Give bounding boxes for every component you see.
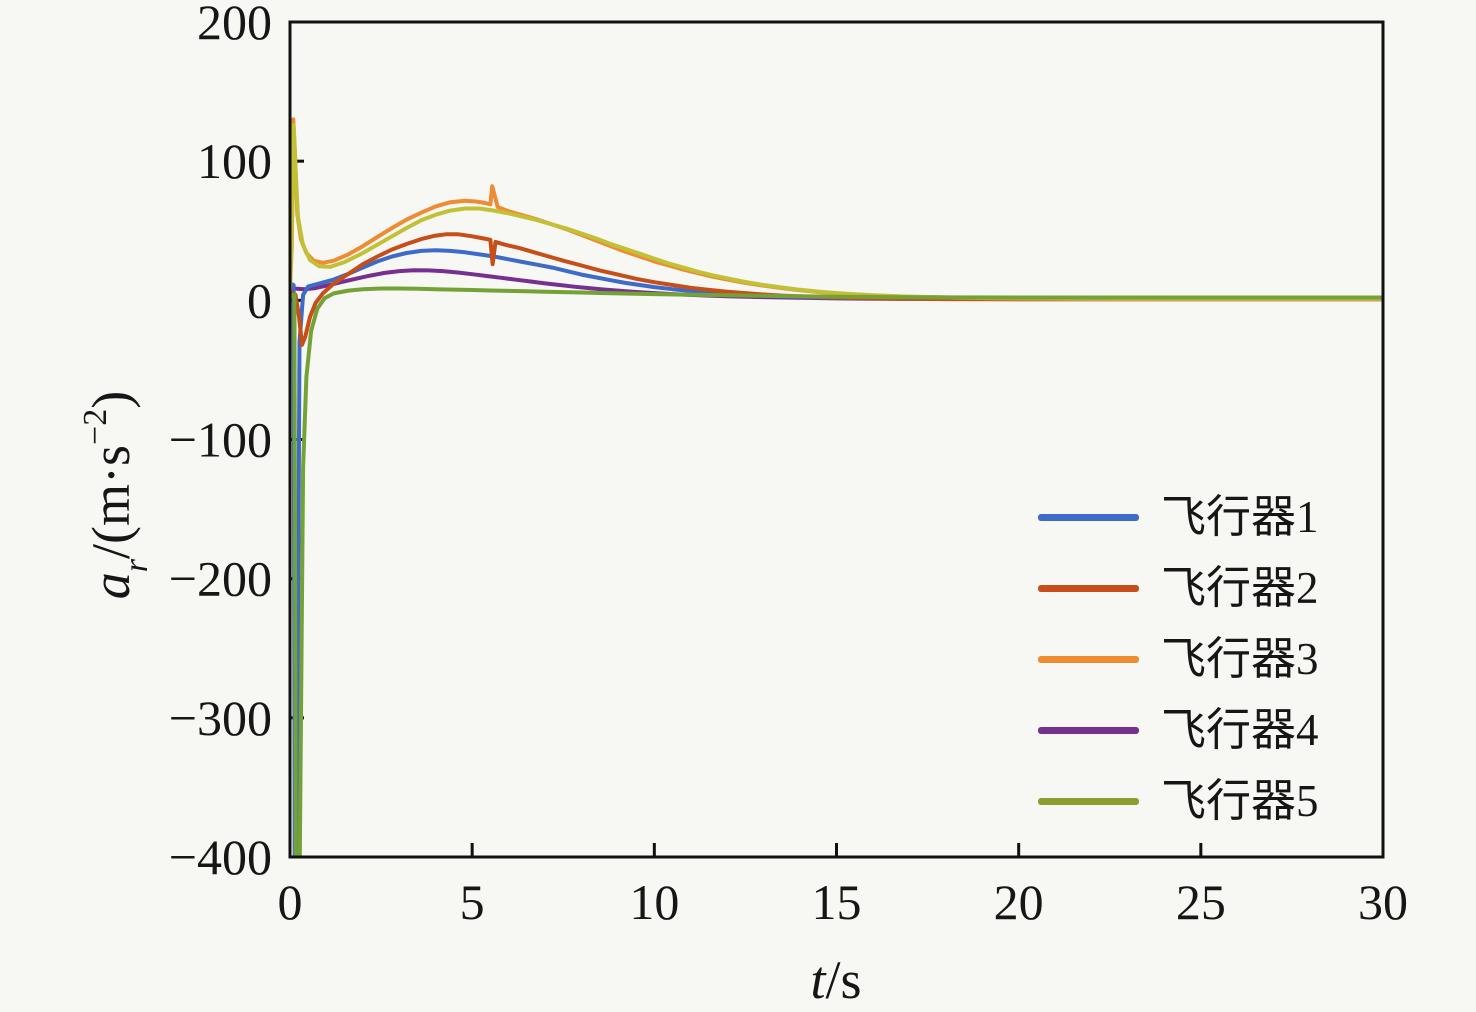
y-tick-label: −200 [169,551,272,607]
x-axis-title: t/s [810,949,861,1011]
x-tick-label: 25 [1176,874,1226,930]
plot-frame [288,20,1385,859]
y-tick-label: −400 [169,829,272,885]
y-axis-subscript: r [117,558,155,573]
y-axis-unit-pre: /(m·s [81,444,142,559]
legend-swatch [1038,656,1139,663]
x-tick-label: 30 [1358,874,1408,930]
legend-item: 飞行器5 [1038,766,1319,837]
x-axis-variable: t [810,950,826,1010]
legend-swatch [1038,798,1139,805]
x-tick-label: 10 [629,874,679,930]
y-axis-variable: a [81,572,142,600]
y-tick-label: 100 [197,133,272,189]
x-axis-unit: /s [825,950,862,1010]
series-line-overlay [290,123,1383,301]
legend-item-label: 飞行器2 [1161,563,1319,613]
legend-swatch [1038,727,1139,734]
y-tick-label: 0 [247,272,272,328]
y-tick-label: −300 [169,690,272,746]
y-axis-title: ar/(m·s−2) [77,390,155,600]
legend-item: 飞行器2 [1038,553,1319,624]
y-axis-unit-post: ) [81,390,142,409]
y-tick-label: 200 [197,0,272,50]
legend-item: 飞行器4 [1038,695,1319,766]
series-line-飞行器5 [290,286,1383,857]
legend-item: 飞行器1 [1038,482,1319,553]
y-axis-unit-exponent: −2 [77,408,115,445]
legend-item-label: 飞行器4 [1161,705,1319,755]
x-tick-label: 20 [994,874,1044,930]
legend-item-label: 飞行器5 [1161,776,1319,826]
legend: 飞行器1 飞行器2 飞行器3 飞行器4 飞行器5 [1038,482,1319,837]
y-tick-label: −100 [169,412,272,468]
x-tick-label: 15 [812,874,862,930]
legend-swatch [1038,585,1139,592]
legend-item-label: 飞行器3 [1161,634,1319,684]
legend-swatch [1038,514,1139,521]
legend-item: 飞行器3 [1038,624,1319,695]
x-tick-label: 0 [278,874,303,930]
legend-item-label: 飞行器1 [1161,492,1319,542]
x-tick-label: 5 [460,874,485,930]
